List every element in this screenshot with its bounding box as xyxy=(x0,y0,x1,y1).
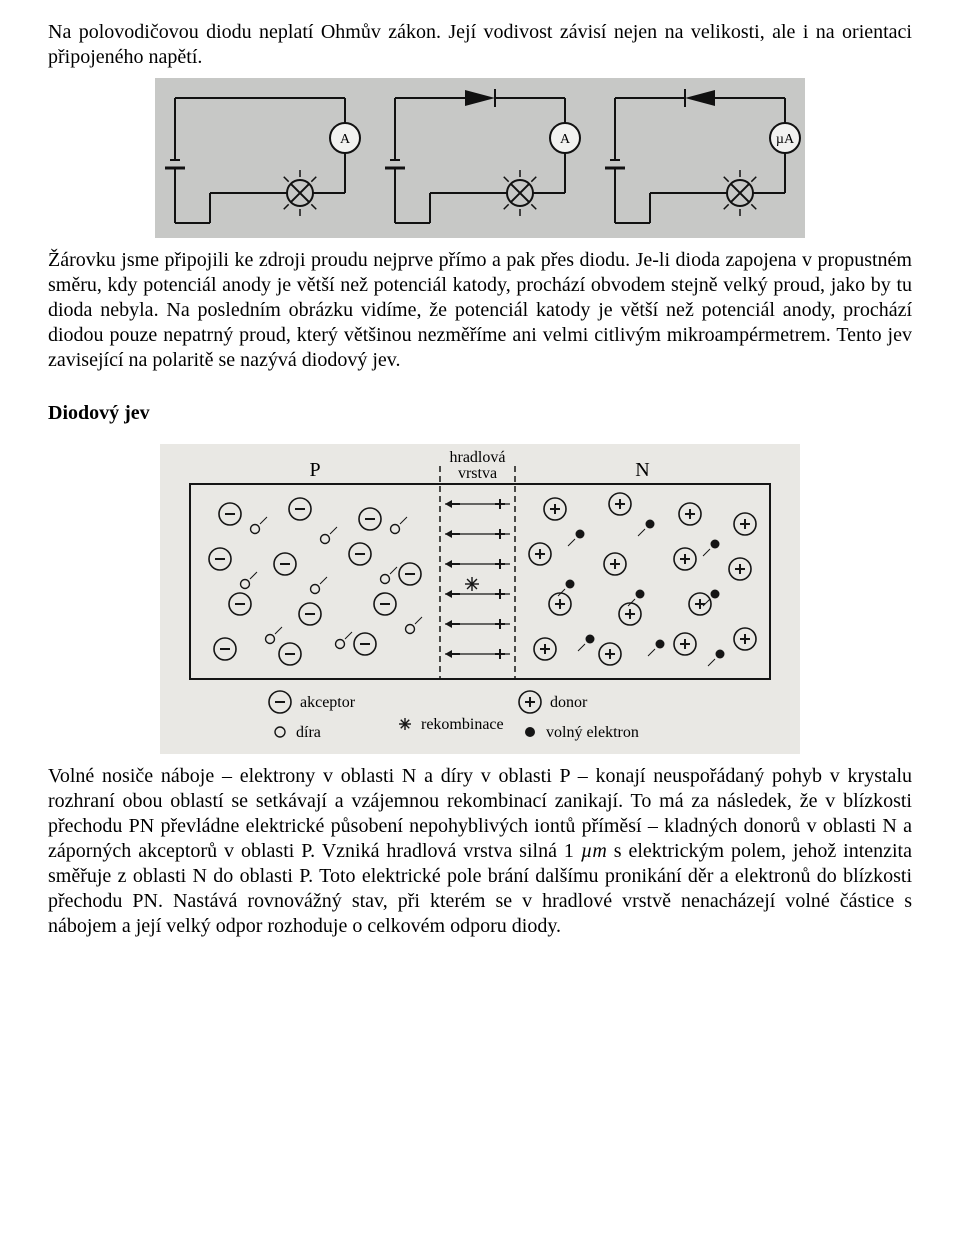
unit-micrometer: µm xyxy=(581,840,607,862)
svg-text:N: N xyxy=(635,459,649,481)
svg-text:hradlová: hradlová xyxy=(450,449,506,466)
svg-text:akceptor: akceptor xyxy=(300,694,356,711)
svg-text:donor: donor xyxy=(550,694,588,711)
svg-text:vrstva: vrstva xyxy=(458,465,497,482)
paragraph-3: Volné nosiče náboje – elektrony v oblast… xyxy=(48,764,912,939)
figure-circuits: A AµA xyxy=(155,78,805,238)
heading-diodovy-jev: Diodový jev xyxy=(48,401,912,426)
svg-text:díra: díra xyxy=(296,724,321,741)
svg-text:A: A xyxy=(560,132,571,147)
svg-text:P: P xyxy=(309,459,320,481)
figure-pn-junction: P Nhradlovávrstva akceptor donor rekombinace… xyxy=(160,444,800,754)
svg-text:rekombinace: rekombinace xyxy=(421,716,504,733)
svg-text:µA: µA xyxy=(776,132,795,147)
document-page: Na polovodičovou diodu neplatí Ohmův zák… xyxy=(0,0,960,985)
svg-text:volný elektron: volný elektron xyxy=(546,724,639,741)
paragraph-1: Na polovodičovou diodu neplatí Ohmův zák… xyxy=(48,20,912,70)
svg-text:A: A xyxy=(340,132,351,147)
paragraph-2: Žárovku jsme připojili ke zdroji proudu … xyxy=(48,248,912,373)
